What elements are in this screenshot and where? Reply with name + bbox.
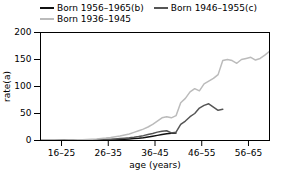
html-text:Born 1936–1945: Born 1936–1945: [57, 14, 132, 24]
svg-text:0: 0: [26, 135, 32, 145]
html-text:Born 1946–1955(c): Born 1946–1955(c): [170, 3, 257, 13]
svg-text:16–25: 16–25: [48, 148, 75, 158]
svg-text:26–35: 26–35: [95, 148, 122, 158]
svg-text:age (years): age (years): [129, 160, 180, 170]
svg-text:36–45: 36–45: [141, 148, 168, 158]
html-text:Born 1956–1965(b): Born 1956–1965(b): [57, 3, 144, 13]
svg-text:rate(a): rate(a): [2, 71, 12, 102]
svg-text:46–55: 46–55: [188, 148, 215, 158]
svg-text:56–65: 56–65: [235, 148, 262, 158]
svg-text:50: 50: [20, 108, 32, 118]
svg-text:100: 100: [14, 81, 31, 91]
svg-text:200: 200: [14, 27, 31, 37]
svg-text:150: 150: [14, 54, 31, 64]
